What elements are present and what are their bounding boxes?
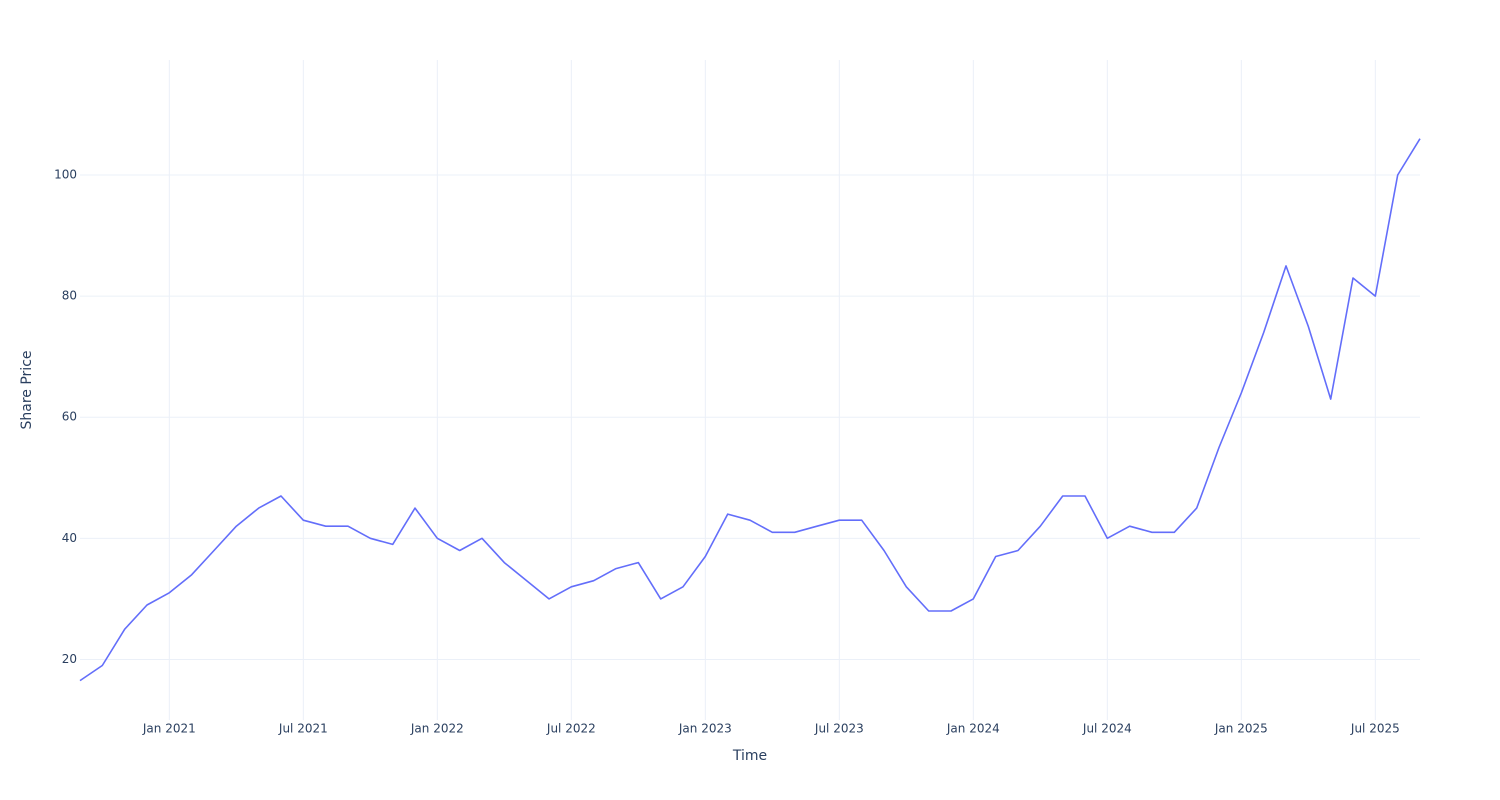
x-tick-label: Jul 2022 <box>546 722 596 736</box>
y-axis-title: Share Price <box>19 350 35 429</box>
x-tick-label: Jan 2023 <box>678 722 732 736</box>
x-tick-label: Jul 2025 <box>1350 722 1400 736</box>
x-tick-label: Jan 2025 <box>1214 722 1268 736</box>
x-tick-label: Jan 2021 <box>142 722 196 736</box>
x-tick-label: Jul 2023 <box>814 722 864 736</box>
x-axis-title: Time <box>732 748 767 764</box>
y-tick-label: 100 <box>54 168 77 182</box>
x-tick-label: Jan 2024 <box>946 722 1000 736</box>
x-tick-label: Jan 2022 <box>410 722 464 736</box>
y-tick-label: 80 <box>62 289 77 303</box>
x-tick-label: Jul 2024 <box>1082 722 1132 736</box>
x-tick-label: Jul 2021 <box>278 722 328 736</box>
line-series <box>79 138 1421 682</box>
y-tick-label: 20 <box>62 652 77 666</box>
y-tick-label: 40 <box>62 531 77 545</box>
y-tick-label: 60 <box>62 410 77 424</box>
